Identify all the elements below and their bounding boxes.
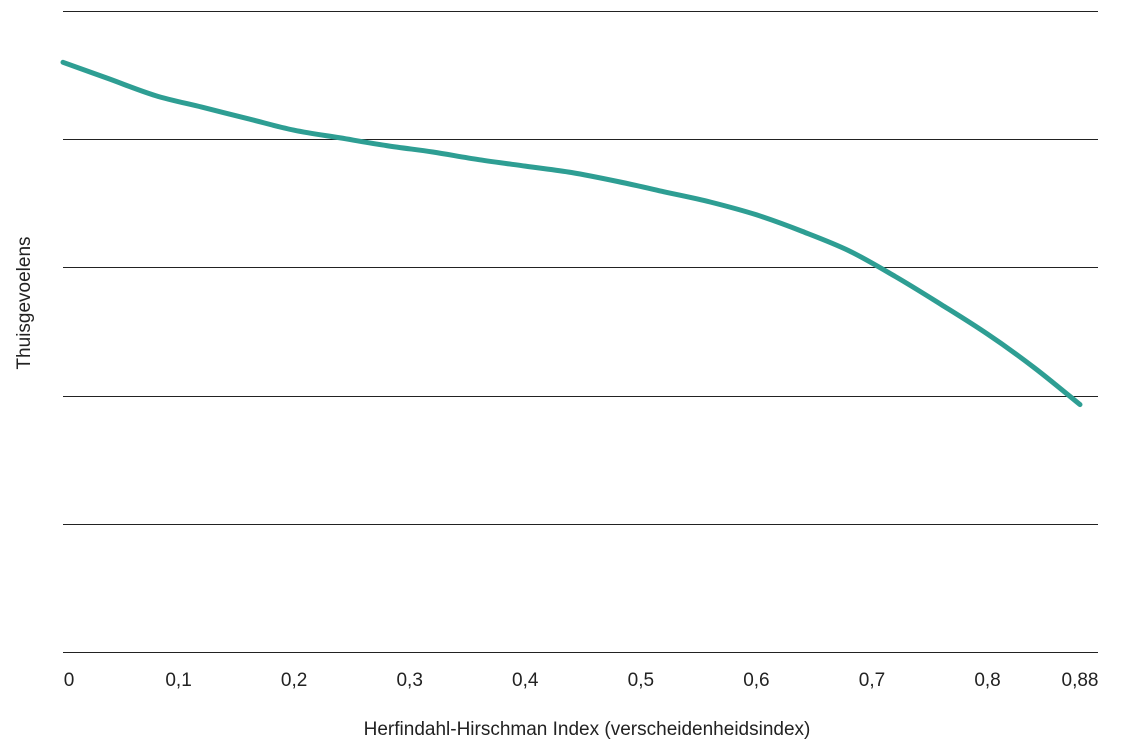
x-tick-label: 0 <box>64 670 75 691</box>
x-tick-label: 0,88 <box>1062 670 1099 691</box>
gridlines <box>63 11 1098 653</box>
y-axis-title: Thuisgevoelens <box>14 236 35 369</box>
x-tick-label: 0,2 <box>281 670 307 691</box>
x-tick-label: 0,7 <box>859 670 885 691</box>
x-tick-label: 0,1 <box>165 670 191 691</box>
series-line-0 <box>60 59 1083 408</box>
x-axis-title: Herfindahl-Hirschman Index (verscheidenh… <box>364 719 811 740</box>
x-tick-label: 0,4 <box>512 670 539 691</box>
x-tick-label: 0,6 <box>743 670 769 691</box>
x-tick-label: 0,8 <box>974 670 1000 691</box>
series-layer <box>60 59 1083 408</box>
x-tick-label: 0,3 <box>396 670 422 691</box>
x-tick-labels: 0 0,1 0,2 0,3 0,4 0,5 0,6 0,7 0,8 0,88 <box>64 670 1099 691</box>
x-tick-label: 0,5 <box>628 670 654 691</box>
